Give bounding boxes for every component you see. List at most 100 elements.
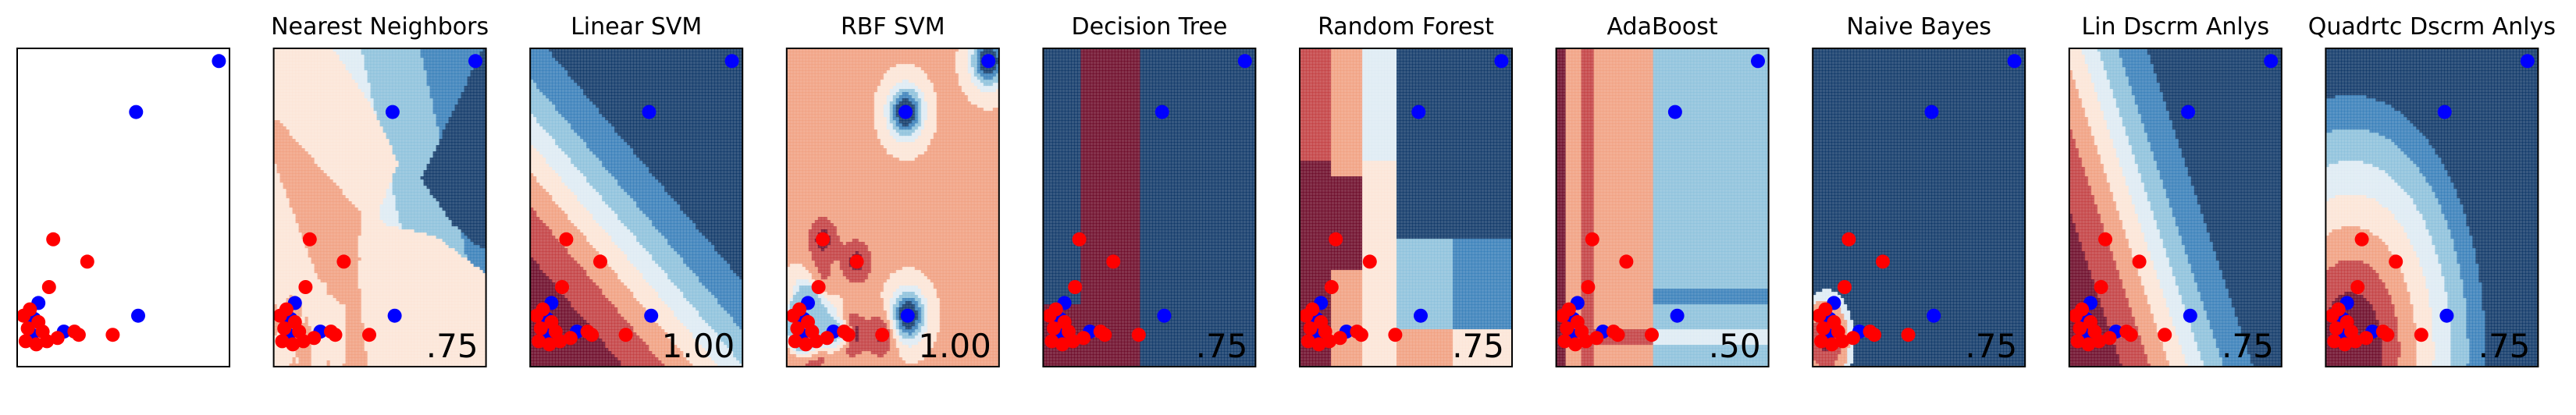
red-point bbox=[2389, 254, 2403, 268]
red-point bbox=[1902, 328, 1916, 342]
blue-point bbox=[725, 54, 739, 68]
panel-rbf: RBF SVM 1.00 bbox=[786, 13, 999, 367]
red-point bbox=[1645, 328, 1659, 342]
red-point bbox=[555, 280, 569, 294]
red-point bbox=[307, 331, 321, 345]
plot-area bbox=[2325, 48, 2539, 367]
score-label: .75 bbox=[2478, 327, 2531, 365]
red-point bbox=[544, 315, 558, 329]
red-point bbox=[2350, 280, 2364, 294]
red-point bbox=[1571, 315, 1585, 329]
red-point bbox=[1589, 331, 1603, 345]
panel-nb: Naive Bayes.75 bbox=[1812, 13, 2025, 367]
red-point bbox=[559, 232, 573, 247]
panel-tree: Decision Tree.75 bbox=[1043, 13, 1256, 367]
red-point bbox=[2414, 328, 2428, 342]
red-point bbox=[1076, 331, 1091, 345]
blue-point bbox=[2521, 54, 2535, 68]
red-point bbox=[2355, 232, 2369, 247]
red-point bbox=[1556, 309, 1570, 323]
red-point bbox=[303, 232, 317, 247]
score-label: 1.00 bbox=[662, 327, 735, 365]
red-point bbox=[2325, 309, 2339, 323]
red-point bbox=[1585, 232, 1599, 247]
red-point bbox=[1841, 232, 1856, 247]
plot-area bbox=[1556, 48, 1769, 367]
red-point bbox=[1058, 315, 1072, 329]
blue-point bbox=[1411, 105, 1425, 119]
blue-point bbox=[1925, 105, 1939, 119]
red-point bbox=[1043, 309, 1057, 323]
red-point bbox=[2359, 331, 2373, 345]
score-label: .75 bbox=[1965, 327, 2017, 365]
red-point bbox=[801, 315, 815, 329]
axes-frame bbox=[17, 48, 229, 367]
panel-title: Linear SVM bbox=[571, 13, 702, 41]
blue-point bbox=[1751, 54, 1765, 68]
blue-point bbox=[386, 105, 400, 119]
red-point bbox=[72, 328, 86, 342]
red-point bbox=[1073, 232, 1087, 247]
panel-knn: Nearest Neighbors.75 bbox=[271, 13, 489, 367]
red-point bbox=[336, 254, 350, 268]
panel-title: RBF SVM bbox=[841, 13, 945, 41]
blue-point bbox=[981, 54, 995, 68]
red-point bbox=[2124, 328, 2138, 342]
plot-area bbox=[273, 48, 486, 367]
red-point bbox=[875, 328, 889, 342]
red-point bbox=[1876, 254, 1890, 268]
red-point bbox=[2083, 315, 2097, 329]
red-point bbox=[529, 309, 543, 323]
panel-ada: AdaBoost.50 bbox=[1556, 13, 1769, 367]
red-point bbox=[850, 254, 864, 268]
score-label: 1.00 bbox=[918, 327, 991, 365]
blue-point bbox=[2264, 54, 2278, 68]
score-label: .75 bbox=[1452, 327, 1504, 365]
red-point bbox=[1333, 331, 1347, 345]
red-point bbox=[105, 328, 119, 342]
blue-point bbox=[644, 309, 658, 323]
panel-forest: Random Forest.75 bbox=[1299, 13, 1512, 367]
red-point bbox=[786, 309, 800, 323]
red-point bbox=[31, 315, 45, 329]
red-point bbox=[1098, 328, 1112, 342]
score-label: .75 bbox=[426, 327, 479, 365]
panel-title: Quadrtc Dscrm Anlys bbox=[2308, 13, 2556, 41]
red-point bbox=[841, 328, 856, 342]
red-point bbox=[329, 328, 343, 342]
score-label: .75 bbox=[2222, 327, 2274, 365]
blue-point bbox=[1927, 309, 1941, 323]
blue-point bbox=[1668, 105, 1682, 119]
score-label: .50 bbox=[1709, 327, 1761, 365]
red-point bbox=[51, 331, 65, 345]
blue-point bbox=[468, 54, 482, 68]
blue-point bbox=[2181, 105, 2195, 119]
plot-area bbox=[2069, 48, 2282, 367]
red-point bbox=[1846, 331, 1860, 345]
blue-point bbox=[1670, 309, 1685, 323]
blue-point bbox=[901, 309, 915, 323]
blue-point bbox=[212, 54, 226, 68]
blue-point bbox=[2439, 309, 2453, 323]
red-point bbox=[2098, 232, 2112, 247]
score-label: .75 bbox=[1196, 327, 1248, 365]
red-point bbox=[1581, 280, 1595, 294]
blue-point bbox=[1414, 309, 1428, 323]
red-point bbox=[273, 309, 287, 323]
blue-point bbox=[2438, 105, 2452, 119]
blue-point bbox=[1238, 54, 1252, 68]
red-point bbox=[1812, 309, 1826, 323]
panel-linear: Linear SVM 1.00 bbox=[529, 13, 742, 367]
red-point bbox=[593, 254, 607, 268]
red-point bbox=[1068, 280, 1082, 294]
red-point bbox=[1363, 254, 1377, 268]
red-point bbox=[2340, 315, 2354, 329]
panel-input bbox=[16, 48, 229, 367]
red-point bbox=[812, 280, 826, 294]
red-point bbox=[1329, 232, 1343, 247]
red-point bbox=[16, 309, 30, 323]
red-point bbox=[1838, 280, 1852, 294]
plot-area bbox=[1043, 48, 1256, 367]
red-point bbox=[1354, 328, 1368, 342]
